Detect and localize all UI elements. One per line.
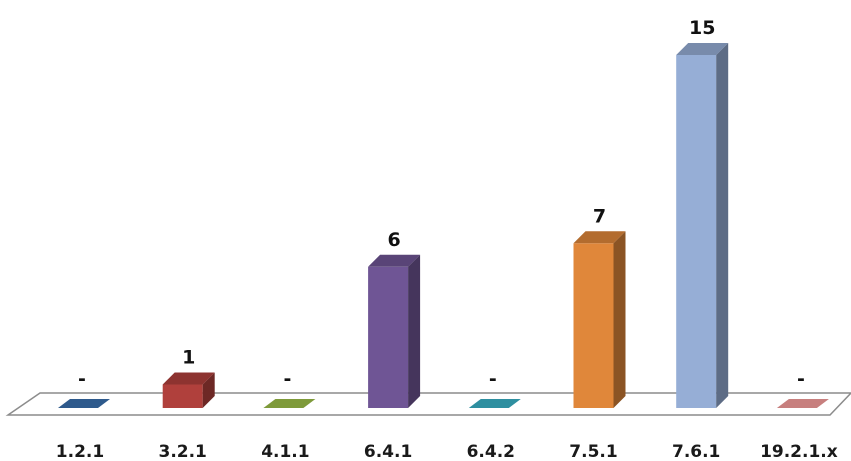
bar-front <box>676 55 717 408</box>
x-tick-label: 4.1.1 <box>261 442 309 461</box>
bar-3.2.1 <box>162 372 215 408</box>
x-tick-label: 7.6.1 <box>672 442 720 461</box>
bar-7.6.1 <box>676 43 729 408</box>
bar-front <box>368 266 409 408</box>
bar-side <box>202 372 215 408</box>
bars-layer <box>58 43 829 408</box>
bar-side <box>716 43 729 408</box>
bar-flat <box>468 399 521 408</box>
bar-7.5.1 <box>573 231 626 408</box>
data-label: 7 <box>593 205 606 227</box>
labels-layer: - 1.2.1 1 3.2.1 - 4.1.1 6 6.4.1 - 6.4.2 7 7.5.1 15 7.… <box>56 17 838 461</box>
bar-side <box>408 254 421 408</box>
data-label: 15 <box>689 17 715 39</box>
bar-6.4.2 <box>468 399 521 408</box>
x-tick-label: 7.5.1 <box>569 442 617 461</box>
bar-side <box>613 231 626 408</box>
bar-1.2.1 <box>58 399 110 408</box>
data-label: - <box>489 368 497 390</box>
data-label: 6 <box>387 229 400 251</box>
bar-flat <box>58 399 110 408</box>
data-label: - <box>78 368 86 390</box>
bar-flat <box>776 399 829 408</box>
x-tick-label: 6.4.1 <box>364 442 412 461</box>
bar-top <box>676 43 729 55</box>
bar-top <box>573 231 626 244</box>
bar-19.2.1.x <box>776 399 829 408</box>
bar-top <box>368 254 421 267</box>
bar-4.1.1 <box>263 399 316 408</box>
data-label: - <box>283 368 291 390</box>
chart-floor <box>5 392 851 416</box>
data-label: - <box>797 368 805 390</box>
bar-6.4.1 <box>368 254 421 408</box>
x-tick-label: 6.4.2 <box>467 442 515 461</box>
x-tick-label: 3.2.1 <box>158 442 206 461</box>
bar-front <box>573 243 614 408</box>
bar-front <box>162 384 203 408</box>
bar-top <box>162 372 215 385</box>
bar-flat <box>263 399 316 408</box>
data-label: 1 <box>182 346 195 368</box>
x-tick-label: 19.2.1.x <box>760 442 838 461</box>
x-tick-label: 1.2.1 <box>56 442 104 461</box>
